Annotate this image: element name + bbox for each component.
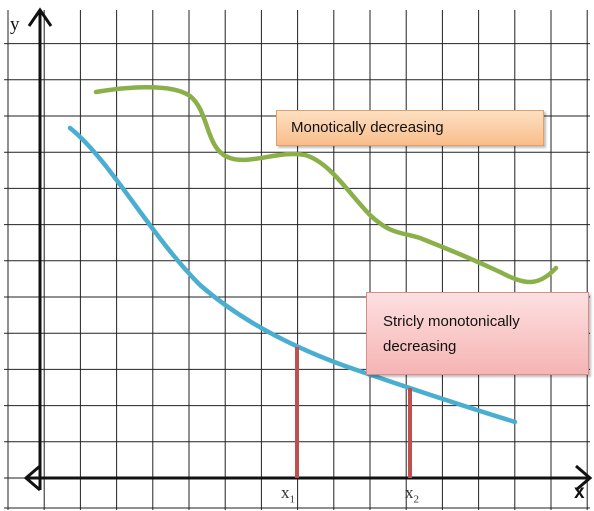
strictly-decreasing-label: Stricly monotonically decreasing xyxy=(366,292,589,375)
x-axis-left-arrowhead xyxy=(23,464,41,492)
strictly-decreasing-label-line1: Stricly monotonically xyxy=(383,313,520,330)
x2-tick-sub: 2 xyxy=(413,493,420,506)
x1-tick-base: x xyxy=(281,483,290,502)
y-axis-label: y xyxy=(10,14,20,35)
strictly-decreasing-curve xyxy=(67,125,518,425)
strictly-decreasing-label-line2: decreasing xyxy=(383,338,457,355)
x-axis-right-arrowhead xyxy=(575,464,593,492)
monotonic-decreasing-label: Monotically decreasing xyxy=(276,110,544,146)
monotonic-decreasing-curve xyxy=(93,85,559,285)
x1-tick-label: x1 xyxy=(281,483,295,505)
x2-tick-label: x2 xyxy=(405,483,419,505)
x2-tick-base: x xyxy=(405,483,414,502)
x-axis-label: x xyxy=(574,482,585,503)
x1-tick-sub: 1 xyxy=(289,493,296,506)
y-axis-arrowhead xyxy=(27,7,53,27)
